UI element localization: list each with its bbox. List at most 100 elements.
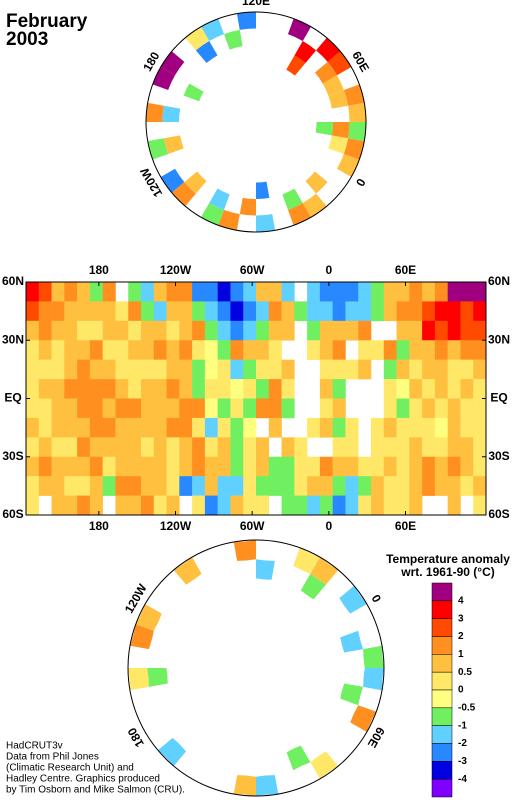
grid-cell [51, 301, 65, 322]
grid-cell [473, 398, 487, 419]
grid-cell [64, 417, 78, 438]
grid-cell [217, 340, 231, 360]
x-tick-label: 60W [240, 263, 265, 277]
polar-cell [218, 209, 240, 231]
polar-frame [127, 539, 385, 797]
polar-cell [146, 102, 164, 122]
grid-cell [281, 476, 295, 496]
polar-cell [160, 51, 185, 76]
grid-cell [64, 340, 78, 360]
grid-cell [89, 379, 103, 399]
x-tick-label: 120W [160, 263, 192, 277]
grid-cell [281, 301, 295, 322]
grid-cell [179, 282, 193, 302]
grid-cell [89, 398, 103, 419]
grid-cell [422, 320, 436, 341]
credit: by Tim Osborn and Mike Salmon (CRU). [6, 785, 185, 796]
legend-swatch [431, 761, 453, 780]
grid-cell [422, 359, 436, 380]
grid-cell [26, 456, 40, 477]
grid-cell [153, 282, 167, 302]
grid-cell [153, 359, 167, 380]
legend-swatch [431, 778, 453, 798]
grid-cell [460, 320, 474, 341]
grid-cell [217, 379, 231, 399]
grid-cell [307, 320, 321, 341]
legend-label: 4 [458, 595, 464, 606]
grid-cell [179, 340, 193, 360]
grid-cell [332, 359, 346, 380]
grid-cell [332, 398, 346, 419]
grid-cell [358, 282, 372, 302]
grid-cell [192, 398, 206, 419]
grid-cell [141, 437, 155, 458]
grid-cell [243, 398, 257, 419]
grid-cell [217, 359, 231, 380]
grid-cell [345, 301, 359, 322]
grid-cell [179, 398, 193, 419]
grid-cell [192, 417, 206, 438]
grid-cell [371, 476, 385, 496]
grid-cell [473, 301, 487, 322]
polar-cell [327, 51, 352, 76]
grid-cell [332, 495, 346, 516]
grid-cell [217, 320, 231, 341]
grid-cell [473, 340, 487, 360]
grid-cell [332, 340, 346, 360]
grid-cell [422, 437, 436, 458]
grid-cell [26, 379, 40, 399]
polar-cell [286, 745, 311, 771]
polar-cell [201, 202, 225, 226]
legend-label: 2 [458, 631, 464, 642]
legend-label: -2 [458, 738, 467, 749]
grid-cell [332, 320, 346, 341]
grid-cell [230, 476, 244, 496]
grid-cell [345, 437, 359, 458]
grid-cell [77, 301, 91, 322]
grid-cell [422, 282, 436, 302]
legend-swatch [431, 618, 453, 637]
grid-cell [153, 320, 167, 341]
polar-cell [350, 705, 377, 732]
grid-cell [115, 359, 129, 380]
credit: HadCRUT3v [6, 741, 63, 752]
grid-cell [38, 359, 52, 380]
grid-cell [460, 301, 474, 322]
polar-cell [157, 737, 187, 767]
grid-cell [268, 359, 282, 380]
legend-swatch [431, 725, 453, 744]
title: February [6, 11, 88, 32]
grid-cell [460, 282, 474, 302]
grid-cell [102, 456, 116, 477]
grid-cell [141, 282, 155, 302]
grid-cell [256, 282, 270, 302]
grid-cell [434, 301, 448, 322]
grid-cell [115, 476, 129, 496]
grid-cell [192, 320, 206, 341]
grid-cell [268, 398, 282, 419]
grid-cell [319, 456, 333, 477]
polar-cell [363, 668, 384, 691]
grid-cell [294, 476, 308, 496]
grid-cell [153, 417, 167, 438]
grid-cell [217, 456, 231, 477]
y-tick-label: 30S [2, 449, 23, 463]
grid-cell [179, 301, 193, 322]
grid-cell [77, 359, 91, 380]
grid-cell [217, 476, 231, 496]
grid-cell [307, 340, 321, 360]
grid-cell [243, 476, 257, 496]
polar-cell [160, 168, 185, 193]
grid-cell [204, 320, 218, 341]
grid-cell [115, 495, 129, 516]
grid-cell [396, 340, 410, 360]
grid-cell [409, 379, 423, 399]
polar-cell [348, 102, 366, 122]
polar-frame [145, 11, 367, 233]
grid-cell [243, 495, 257, 516]
grid-cell [422, 417, 436, 438]
grid-cell [256, 456, 270, 477]
grid-cell [281, 282, 295, 302]
polar-cell [195, 41, 218, 64]
